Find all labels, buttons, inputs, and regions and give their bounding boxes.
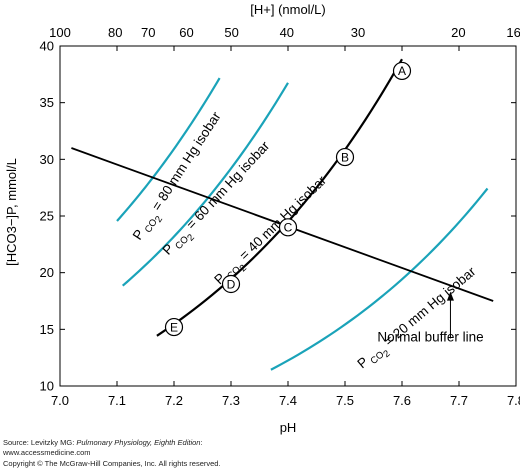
x-axis-title: pH [280,420,297,435]
y-tick-label: 15 [40,322,54,337]
top-tick-label: 50 [224,25,238,40]
source-url: www.accessmedicine.com [3,448,91,457]
top-tick-label: 20 [451,25,465,40]
isobar-line-80 [116,77,221,222]
isobar-label-2: 2 [381,348,392,360]
point-marker-e [164,317,184,337]
isobar-label-2: 2 [185,232,197,243]
point-marker-d [221,274,241,294]
x-tick-label: 7.2 [165,393,183,408]
x-tick-label: 7.3 [222,393,240,408]
top-tick-label: 80 [108,25,122,40]
point-marker-c [278,218,298,237]
x-tick-label: 7.4 [279,393,297,408]
isobar-label-80: P CO2 = 80 mm Hg isobar [130,109,230,247]
point-label-d: D [227,277,236,291]
point-label-a: A [398,64,406,78]
y-tick-label: 35 [40,95,54,110]
point-label-b: B [341,150,349,164]
top-tick-label: 70 [141,25,155,40]
top-tick-label: 40 [280,25,294,40]
top-tick-label: 100 [49,25,71,40]
point-label-e: E [170,320,178,334]
source-book-title: Pulmonary Physiology, Eighth Edition [76,438,201,447]
y-tick-label: 30 [40,152,54,167]
isobar-label-2: 2 [153,214,165,224]
top-tick-label: 60 [179,25,193,40]
y-tick-label: 10 [40,379,54,394]
x-tick-label: 7.8 [507,393,520,408]
y-tick-label: 25 [40,209,54,224]
isobar-line-40 [156,58,403,337]
normal-buffer-line-label: Normal buffer line [377,329,483,344]
x-tick-label: 7.5 [336,393,354,408]
annotation-arrow-head [446,291,454,301]
isobar-label-2: 2 [238,263,249,275]
isobar-label-rest: = 40 mm Hg isobar [234,172,330,265]
top-axis-title: [H+] (nmol/L) [250,2,326,17]
isobar-line-60 [121,82,289,287]
isobar-line-20 [270,187,489,371]
source-line: Source: Levitzky MG: Pulmonary Physiolog… [3,438,203,447]
x-tick-label: 7.1 [108,393,126,408]
source-suffix: : [200,438,203,447]
y-tick-label: 40 [40,39,54,54]
isobar-label-20: P CO2 = 20 mm Hg isobar [354,263,483,376]
x-tick-label: 7.7 [450,393,468,408]
top-tick-label: 16 [506,25,520,40]
x-tick-label: 7.0 [51,393,69,408]
source-prefix: Source: Levitzky MG: [3,438,77,447]
point-marker-b [335,147,355,167]
point-marker-a [392,61,412,81]
x-tick-label: 7.6 [393,393,411,408]
point-label-c: C [284,221,293,235]
copyright-line: Copyright © The McGraw-Hill Companies, I… [3,459,221,468]
y-tick-label: 20 [40,265,54,280]
top-tick-label: 30 [351,25,365,40]
y-axis-title: [HCO3−]P, mmol/L [4,158,19,266]
plot-area: 7.0 7.1 7.2 7.3 7.4 7.5 7.6 7.7 7.8 10 15 20 25 30 35 4… [40,25,520,408]
